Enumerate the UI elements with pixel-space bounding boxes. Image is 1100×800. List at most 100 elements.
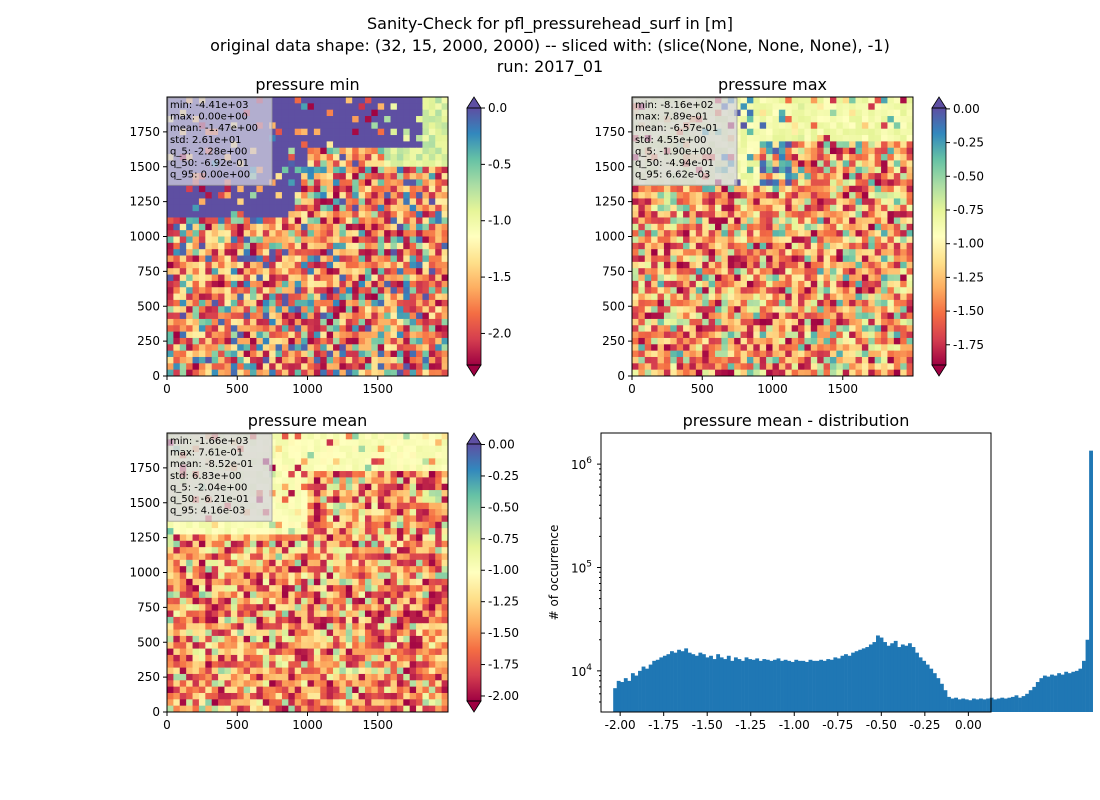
heatmap-cell [823,350,831,358]
heatmap-cell [441,528,449,535]
heatmap-cell [422,331,430,339]
heatmap-cell [281,363,289,371]
heatmap-cell [345,445,353,453]
heatmap-cell [218,211,225,218]
heatmap-cell [409,521,417,529]
heatmap-cell [785,280,793,288]
heatmap-cell [874,128,882,136]
heatmap-cell [836,306,844,313]
heatmap-cell [766,325,773,333]
heatmap-cell [250,293,257,301]
heatmap-cell [823,363,831,371]
heatmap-cell [428,350,436,358]
heatmap-cell [817,325,824,333]
heatmap-cell [352,293,359,301]
heatmap-cell [275,128,283,136]
heatmap-cell [339,433,347,440]
heatmap-cell [333,173,340,180]
heatmap-cell [435,135,443,142]
heatmap-cell [288,566,296,573]
heatmap-cell [893,217,901,225]
heatmap-cell [281,566,289,573]
heatmap-cell [823,141,831,149]
heatmap-cell [906,280,914,288]
heatmap-cell [313,141,321,149]
heatmap-cell [339,160,347,168]
heatmap-cell [683,217,690,225]
heatmap-cell [416,534,423,542]
heatmap-cell [301,337,308,345]
heatmap-cell [753,369,761,377]
heatmap-cell [269,331,276,339]
heatmap-cell [740,128,748,136]
heatmap-cell [657,230,665,237]
heatmap-cell [422,185,430,193]
heatmap-cell [364,128,372,136]
heatmap-cell [256,350,264,358]
heatmap-cell [753,128,761,136]
heatmap-cell [403,528,411,535]
heatmap-cell [269,249,276,256]
heatmap-cell [205,217,213,225]
heatmap-cell [676,249,684,256]
heatmap-cell [256,242,264,250]
heatmap-cell [823,306,831,313]
heatmap-cell [320,572,328,580]
heatmap-cell [772,135,780,142]
heatmap-cell [352,97,359,104]
heatmap-cell [396,274,404,282]
heatmap-cell [384,483,391,491]
heatmap-cell [256,249,264,256]
panel-title: pressure max [718,75,827,94]
heatmap-cell [377,236,385,244]
heatmap-cell [186,211,193,218]
heatmap-cell [396,502,404,510]
heatmap-cell [670,249,678,256]
heatmap-cell [874,242,882,250]
heatmap-cell [849,299,856,307]
heatmap-cell [281,540,289,548]
heatmap-cell [320,464,328,472]
heatmap-cell [683,369,690,377]
heatmap-cell [301,97,308,104]
heatmap-cell [772,154,780,161]
heatmap-cell [377,109,385,117]
heatmap-cell [791,154,799,161]
heatmap-cell [759,217,767,225]
heatmap-cell [759,356,767,364]
heatmap-cell [371,344,379,352]
heatmap-cell [644,268,652,275]
heatmap-cell [301,458,308,466]
heatmap-cell [798,299,805,307]
heatmap-cell [683,185,690,193]
heatmap-cell [721,287,729,294]
heatmap-cell [638,268,646,275]
heatmap-cell [294,103,302,111]
heatmap-cell [237,236,245,244]
heatmap-cell [785,363,793,371]
heatmap-cell [275,230,283,237]
heatmap-cell [804,122,812,130]
heatmap-cell [364,97,372,104]
heatmap-cell [428,363,436,371]
heatmap-cell [906,287,914,294]
heatmap-cell [881,198,888,206]
heatmap-cell [842,204,850,212]
heatmap-cell [804,325,812,333]
heatmap-cell [708,337,716,345]
heatmap-cell [390,185,398,193]
heatmap-cell [861,261,869,269]
heatmap-cell [371,103,379,111]
heatmap-cell [281,471,289,478]
heatmap-cell [320,135,328,142]
heatmap-cell [224,261,232,269]
heatmap-cell [416,496,423,504]
heatmap-cell [288,483,296,491]
heatmap-cell [307,540,315,548]
heatmap-cell [262,559,270,567]
heatmap-cell [861,211,869,218]
heatmap-cell [333,547,340,554]
heatmap-cell [772,249,780,256]
heatmap-cell [441,242,449,250]
heatmap-cell [868,325,876,333]
